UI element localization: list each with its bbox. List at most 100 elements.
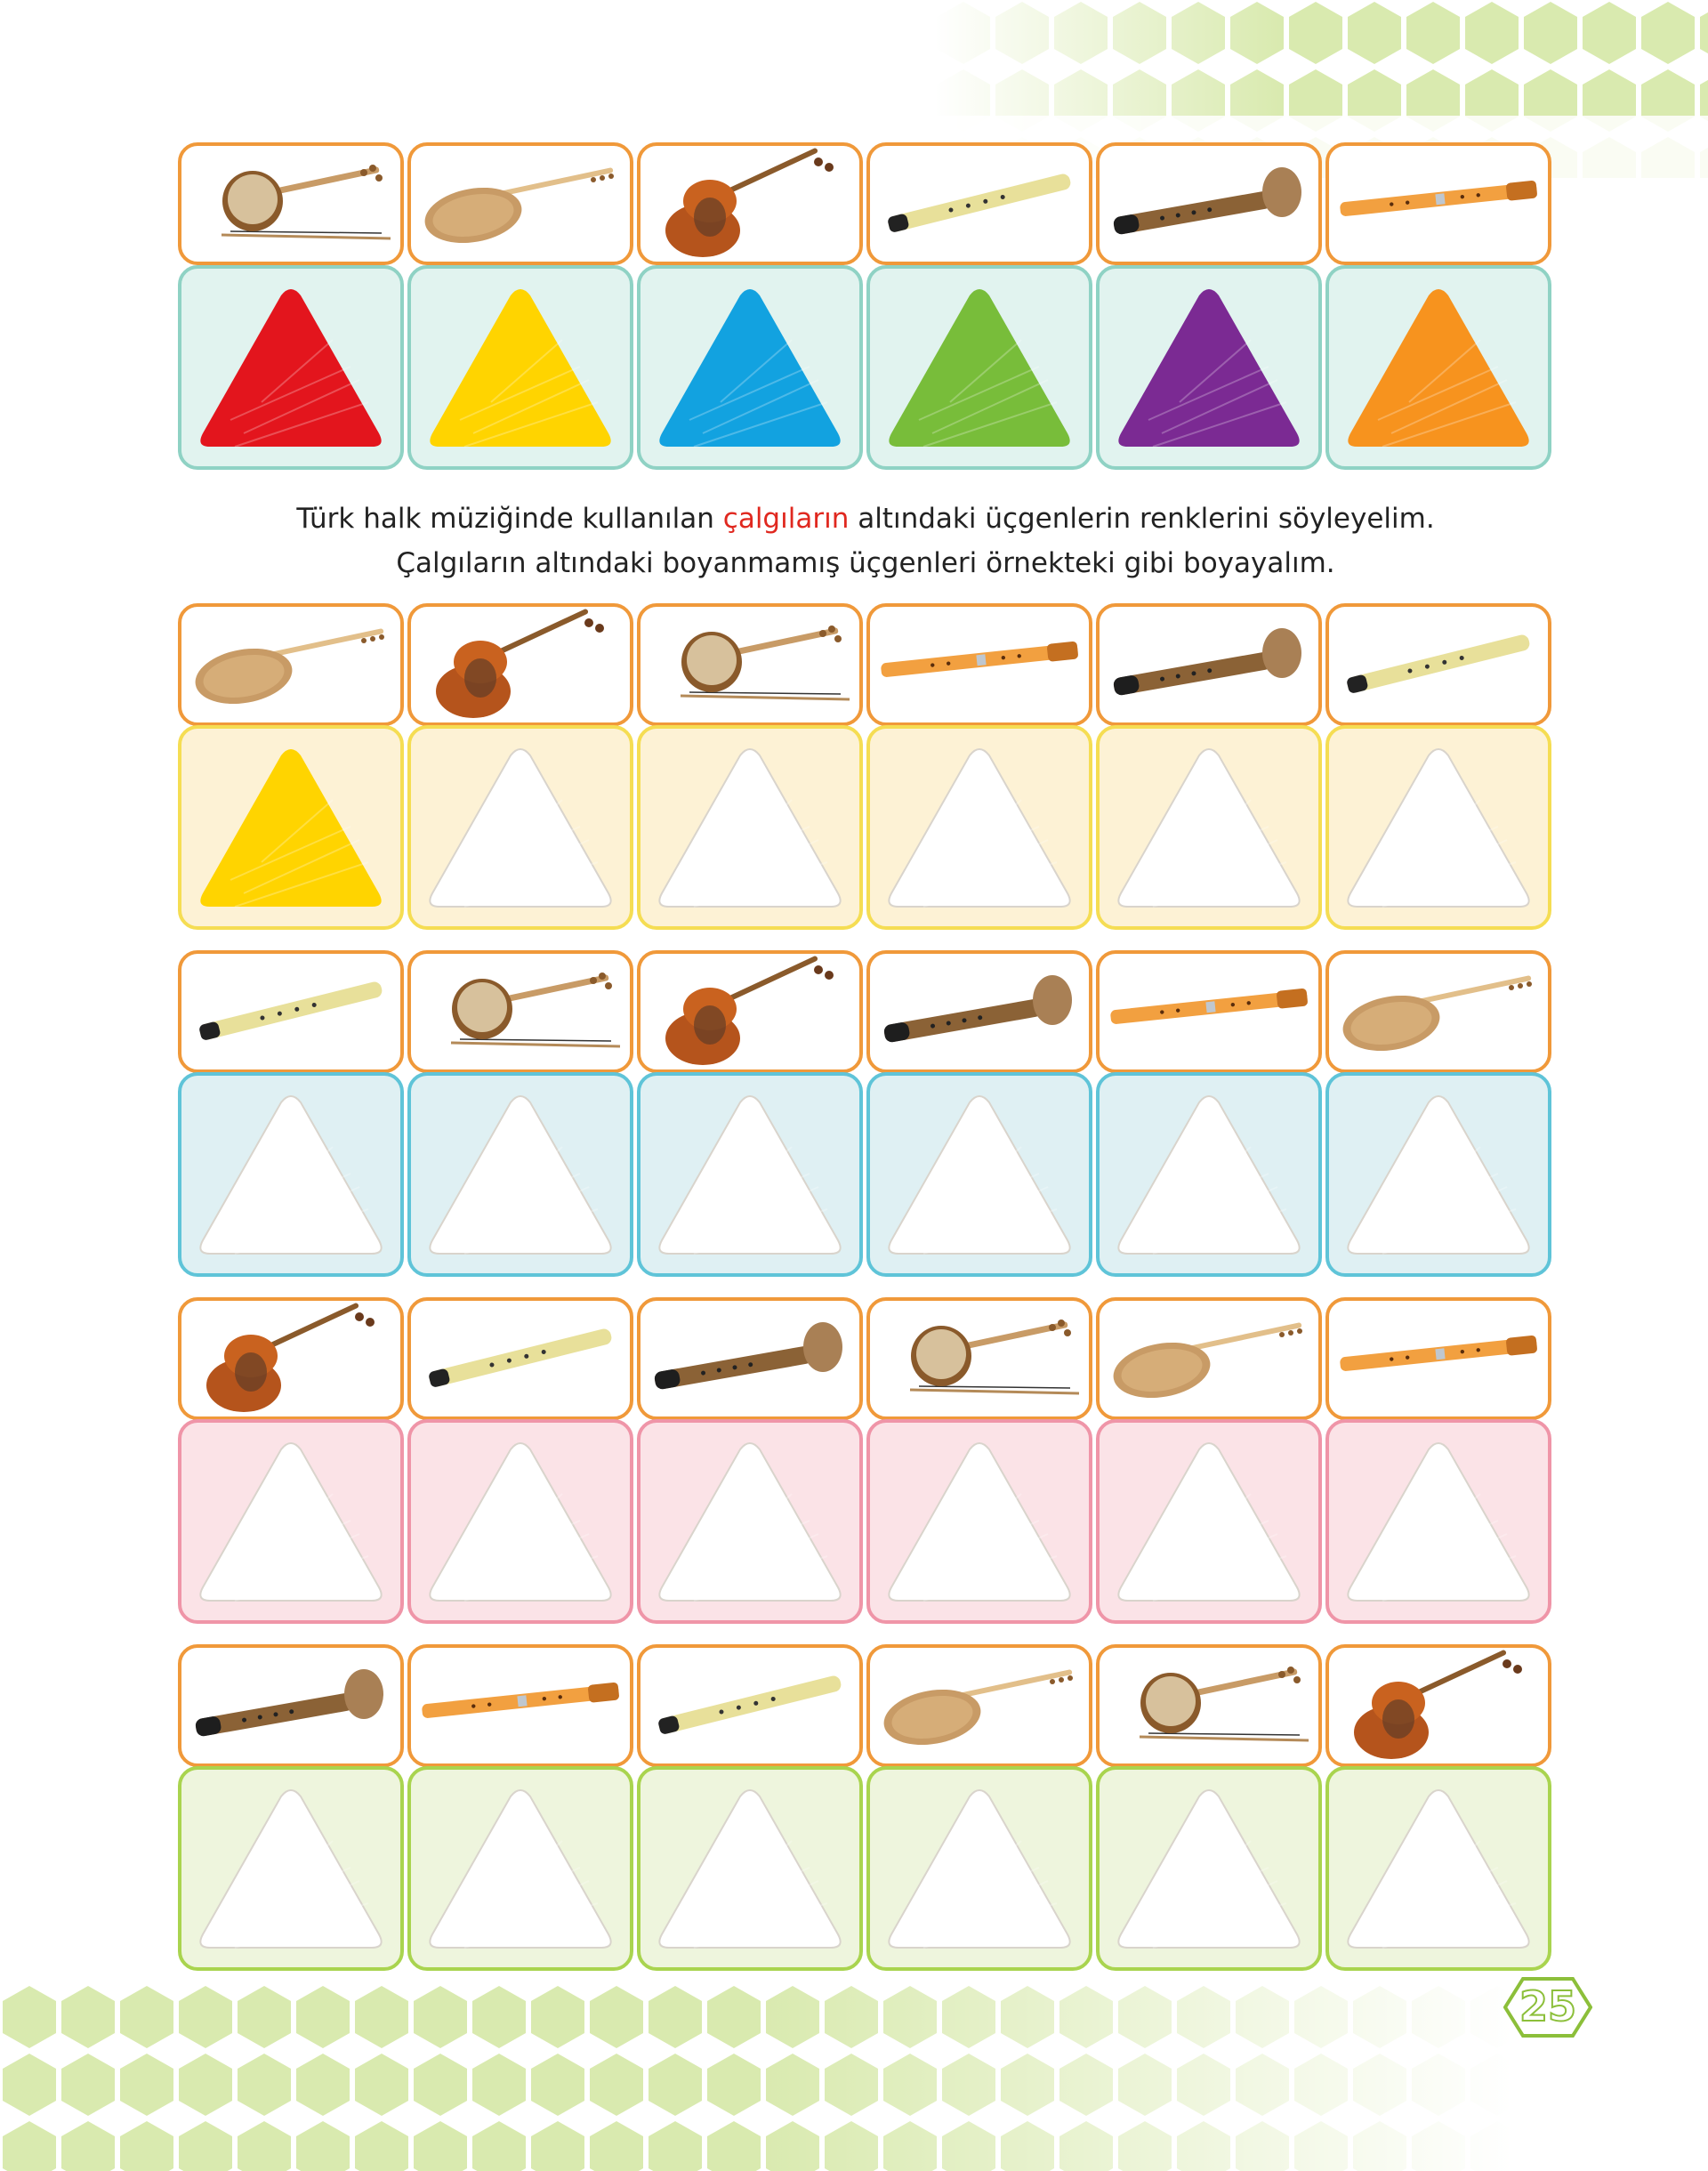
exercise-1-instrument-card	[866, 603, 1092, 726]
exercise-3-instrument-card	[407, 1297, 633, 1420]
exercise-4-blank-triangle-cell[interactable]	[1325, 1766, 1551, 1971]
kemence-icon	[450, 973, 621, 1048]
hexagon-pattern-bottom	[0, 1984, 1512, 2171]
blank-triangle-icon[interactable]	[870, 1423, 1089, 1620]
blank-triangle-icon[interactable]	[411, 1076, 630, 1273]
exercise-3-blank-triangle-cell[interactable]	[1096, 1419, 1322, 1624]
exercise-2-blank-triangle-cell[interactable]	[178, 1072, 404, 1277]
legend-colored-triangle-cell	[1096, 265, 1322, 470]
kaval-icon	[658, 1675, 842, 1734]
exercise-3-instrument-card	[1096, 1297, 1322, 1420]
instruction-line-1: Türk halk müziğinde kullanılan çalgıları…	[296, 503, 1435, 535]
kaval-icon	[199, 981, 383, 1040]
kaval-icon	[888, 174, 1071, 232]
exercise-1-blank-triangle-cell[interactable]	[1096, 725, 1322, 930]
blank-triangle-icon[interactable]	[181, 1770, 400, 1967]
kabak-kemane-icon	[1354, 1650, 1522, 1759]
legend-instrument-card	[178, 142, 404, 265]
exercise-4-instrument-card	[637, 1644, 863, 1767]
legend-colored-triangle-cell	[1325, 265, 1551, 470]
baglama-icon	[883, 1669, 1073, 1746]
blank-triangle-icon[interactable]	[411, 1423, 630, 1620]
exercise-3-blank-triangle-cell[interactable]	[407, 1419, 633, 1624]
exercise-1-instrument-card	[178, 603, 404, 726]
exercise-3-blank-triangle-cell[interactable]	[178, 1419, 404, 1624]
blank-triangle-icon[interactable]	[1100, 729, 1318, 926]
blank-triangle-icon[interactable]	[1329, 1423, 1548, 1620]
legend-instrument-card	[1096, 142, 1322, 265]
colored-triangle-icon	[1118, 289, 1300, 448]
exercise-4-instrument-card	[866, 1644, 1092, 1767]
kemence-icon	[680, 625, 850, 701]
blank-triangle-icon[interactable]	[1329, 729, 1548, 926]
exercise-4-instrument-card	[407, 1644, 633, 1767]
exercise-3-blank-triangle-cell[interactable]	[1325, 1419, 1551, 1624]
legend-colored-triangle-cell	[866, 265, 1092, 470]
mey-icon	[1113, 628, 1301, 696]
highlight-word: çalgıların	[722, 503, 850, 535]
baglama-icon	[1113, 1322, 1302, 1399]
exercise-1-colored-triangle-cell	[178, 725, 404, 930]
exercise-4-blank-triangle-cell[interactable]	[178, 1766, 404, 1971]
exercise-4-instrument-card	[1325, 1644, 1551, 1767]
colored-triangle-icon	[1348, 289, 1529, 448]
exercise-2-blank-triangle-cell[interactable]	[407, 1072, 633, 1277]
page-number: 25	[1519, 1981, 1577, 2031]
blank-triangle-icon[interactable]	[411, 729, 630, 926]
kabak-kemane-icon	[665, 148, 834, 257]
exercise-4-blank-triangle-cell[interactable]	[637, 1766, 863, 1971]
exercise-4-blank-triangle-cell[interactable]	[866, 1766, 1092, 1971]
exercise-3-blank-triangle-cell[interactable]	[866, 1419, 1092, 1624]
exercise-1-blank-triangle-cell[interactable]	[407, 725, 633, 930]
blank-triangle-icon[interactable]	[411, 1770, 630, 1967]
exercise-1-instrument-card	[407, 603, 633, 726]
exercise-4-instrument-card	[1096, 1644, 1322, 1767]
legend-triangle-row	[178, 265, 1553, 470]
exercise-2-triangle-row	[178, 1072, 1553, 1277]
exercise-1-instrument-row	[178, 603, 1553, 728]
ney-icon	[1340, 180, 1537, 216]
exercise-3-instrument-card	[1325, 1297, 1551, 1420]
blank-triangle-icon[interactable]	[181, 1076, 400, 1273]
blank-triangle-icon[interactable]	[640, 1076, 859, 1273]
exercise-2-instrument-card	[637, 950, 863, 1073]
blank-triangle-icon[interactable]	[1329, 1076, 1548, 1273]
ney-icon	[422, 1682, 619, 1718]
blank-triangle-icon[interactable]	[1100, 1076, 1318, 1273]
blank-triangle-icon[interactable]	[640, 1423, 859, 1620]
exercise-4-triangle-row	[178, 1766, 1553, 1971]
blank-triangle-icon[interactable]	[870, 1770, 1089, 1967]
blank-triangle-icon[interactable]	[181, 1423, 400, 1620]
exercise-4-blank-triangle-cell[interactable]	[407, 1766, 633, 1971]
exercise-2-blank-triangle-cell[interactable]	[1096, 1072, 1322, 1277]
legend-colored-triangle-cell	[178, 265, 404, 470]
blank-triangle-icon[interactable]	[640, 1770, 859, 1967]
exercise-1-blank-triangle-cell[interactable]	[637, 725, 863, 930]
exercise-2-blank-triangle-cell[interactable]	[866, 1072, 1092, 1277]
kaval-icon	[1347, 634, 1530, 693]
kaval-icon	[429, 1328, 612, 1387]
blank-triangle-icon[interactable]	[870, 1076, 1089, 1273]
blank-triangle-icon[interactable]	[1329, 1770, 1548, 1967]
ney-icon	[881, 641, 1078, 677]
blank-triangle-icon[interactable]	[1100, 1423, 1318, 1620]
exercise-3-instrument-card	[178, 1297, 404, 1420]
legend-colored-triangle-cell	[407, 265, 633, 470]
kemence-icon	[221, 165, 391, 240]
colored-triangle-icon	[430, 289, 611, 448]
exercise-1-blank-triangle-cell[interactable]	[866, 725, 1092, 930]
exercise-1-instrument-card	[637, 603, 863, 726]
baglama-icon	[195, 628, 384, 705]
exercise-3-blank-triangle-cell[interactable]	[637, 1419, 863, 1624]
exercise-3-triangle-row	[178, 1419, 1553, 1624]
exercise-4-blank-triangle-cell[interactable]	[1096, 1766, 1322, 1971]
exercise-1-blank-triangle-cell[interactable]	[1325, 725, 1551, 930]
exercise-2-blank-triangle-cell[interactable]	[637, 1072, 863, 1277]
mey-icon	[883, 975, 1072, 1043]
blank-triangle-icon[interactable]	[1100, 1770, 1318, 1967]
blank-triangle-icon[interactable]	[640, 729, 859, 926]
blank-triangle-icon[interactable]	[870, 729, 1089, 926]
exercise-2-instrument-row	[178, 950, 1553, 1075]
ney-icon	[1340, 1335, 1537, 1371]
exercise-2-blank-triangle-cell[interactable]	[1325, 1072, 1551, 1277]
